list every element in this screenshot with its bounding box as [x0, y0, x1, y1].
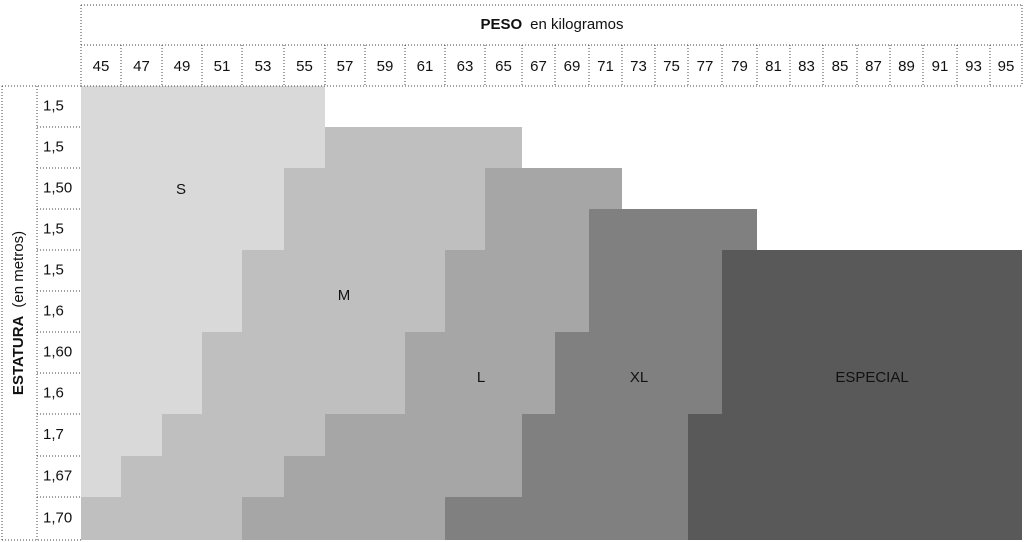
size-cell — [284, 209, 485, 250]
size-cell — [722, 332, 1022, 373]
size-cell — [688, 456, 1022, 497]
size-cell — [81, 497, 242, 540]
column-label: 95 — [998, 58, 1015, 75]
size-cell — [445, 497, 688, 540]
row-label: 1,67 — [43, 467, 72, 484]
size-label: XL — [630, 369, 648, 386]
column-label: 85 — [832, 58, 849, 75]
size-cell — [202, 373, 405, 414]
size-cell — [522, 456, 688, 497]
size-cell — [81, 86, 325, 127]
size-cell — [485, 168, 622, 209]
size-cell — [688, 497, 1022, 540]
size-regions — [81, 86, 1022, 540]
size-cell — [242, 250, 445, 291]
weight-title: PESO — [480, 16, 522, 33]
column-label: 55 — [296, 58, 313, 75]
row-label: 1,7 — [43, 426, 64, 443]
row-label: 1,6 — [43, 384, 64, 401]
size-cell — [81, 209, 284, 250]
size-cell — [284, 168, 485, 209]
row-label: 1,60 — [43, 343, 72, 360]
size-cell — [81, 332, 202, 373]
size-cell — [162, 414, 325, 456]
row-label: 1,6 — [43, 302, 64, 319]
size-cell — [81, 127, 325, 168]
height-unit: (en metros) — [10, 231, 27, 308]
size-cell — [325, 414, 522, 456]
size-cell — [242, 497, 445, 540]
size-cell — [405, 373, 555, 414]
size-label: ESPECIAL — [835, 369, 908, 386]
row-label: 1,5 — [43, 138, 64, 155]
column-label: 75 — [663, 58, 680, 75]
column-label: 69 — [564, 58, 581, 75]
size-label: S — [176, 181, 186, 198]
size-cell — [81, 456, 121, 497]
column-label: 77 — [697, 58, 714, 75]
column-label: 73 — [630, 58, 647, 75]
size-cell — [445, 291, 589, 332]
column-label: 61 — [417, 58, 434, 75]
column-label: 83 — [798, 58, 815, 75]
table-grid — [1, 4, 1023, 541]
size-cell — [242, 291, 445, 332]
size-cell — [81, 250, 242, 291]
size-cell — [81, 168, 284, 209]
column-label: 89 — [898, 58, 915, 75]
column-label: 51 — [214, 58, 231, 75]
size-cell — [202, 332, 405, 373]
header-title: PESO en kilogramos — [480, 16, 623, 33]
size-cell — [81, 291, 242, 332]
height-title: ESTATURA — [10, 315, 27, 395]
column-label: 67 — [530, 58, 547, 75]
column-label: 53 — [255, 58, 272, 75]
size-cell — [121, 456, 284, 497]
column-label: 87 — [865, 58, 882, 75]
row-label: 1,70 — [43, 509, 72, 526]
column-label: 57 — [337, 58, 354, 75]
size-cell — [325, 127, 522, 168]
column-label: 47 — [133, 58, 150, 75]
size-cell — [485, 209, 589, 250]
row-label: 1,50 — [43, 179, 72, 196]
size-cell — [722, 291, 1022, 332]
size-cell — [722, 250, 1022, 291]
row-label: 1,5 — [43, 220, 64, 237]
height-label: ESTATURA (en metros) — [10, 231, 27, 395]
size-label: M — [338, 287, 351, 304]
size-cell — [589, 291, 722, 332]
column-label: 79 — [731, 58, 748, 75]
size-cell — [589, 209, 757, 250]
column-label: 91 — [932, 58, 949, 75]
size-cell — [81, 373, 202, 414]
weight-unit: en kilogramos — [530, 16, 623, 33]
size-cell — [522, 414, 688, 456]
size-cell — [445, 250, 589, 291]
column-label: 93 — [965, 58, 982, 75]
row-label: 1,5 — [43, 97, 64, 114]
size-cell — [405, 332, 555, 373]
column-label: 59 — [377, 58, 394, 75]
size-cell — [284, 456, 522, 497]
column-label: 71 — [597, 58, 614, 75]
column-label: 81 — [765, 58, 782, 75]
row-label: 1,5 — [43, 261, 64, 278]
column-label: 45 — [93, 58, 110, 75]
size-cell — [589, 250, 722, 291]
size-cell — [555, 373, 722, 414]
size-cell — [81, 414, 162, 456]
size-cell — [688, 414, 1022, 456]
column-label: 49 — [174, 58, 191, 75]
column-label: 65 — [495, 58, 512, 75]
size-cell — [555, 332, 722, 373]
size-cell — [722, 373, 1022, 414]
column-label: 63 — [457, 58, 474, 75]
labels: S M L XL ESPECIAL 45 47 49 51 53 55 57 59 61 63 65 67 69 7… — [43, 58, 1014, 527]
size-label: L — [477, 369, 485, 386]
